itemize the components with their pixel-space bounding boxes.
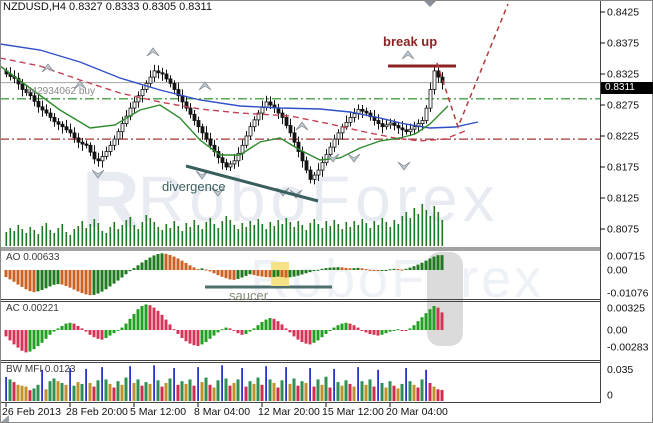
symbol-timeframe: NZDUSD,H4	[3, 1, 66, 13]
current-price-box: 0.8311	[601, 82, 653, 94]
candlesticks	[4, 64, 445, 185]
svg-text:0.00715: 0.00715	[607, 251, 645, 263]
bw-mfi-bars	[5, 365, 444, 401]
fractal-arrows	[41, 47, 415, 199]
divergence-annotation: divergence	[162, 179, 226, 194]
svg-text:-0.00283: -0.00283	[607, 342, 649, 354]
ohlc-readout: 0.8327 0.8333 0.8305 0.8311	[69, 1, 212, 13]
svg-text:15 Mar 12:00: 15 Mar 12:00	[322, 406, 384, 418]
time-axis: 26 Feb 2013 28 Feb 20:00 5 Mar 12:00 8 Mar …	[2, 403, 448, 418]
ao-value: 0.00633	[23, 252, 60, 263]
price-axis: 0.8425 0.8375 0.8325 0.8275 0.8225 0.8175 0.81…	[600, 7, 649, 402]
chart-title: NZDUSD,H4 0.8327 0.8333 0.8305 0.8311	[3, 1, 212, 13]
svg-text:28 Feb 20:00: 28 Feb 20:00	[66, 406, 128, 418]
bw-name: BW MFI	[6, 364, 43, 375]
ao-bars	[4, 253, 444, 296]
svg-text:12 Mar 20:00: 12 Mar 20:00	[258, 406, 320, 418]
svg-text:0.8275: 0.8275	[607, 100, 639, 112]
bw-value: 0.0123	[44, 364, 76, 375]
svg-text:20 Mar 04:00: 20 Mar 04:00	[386, 406, 448, 418]
ac-value: 0.00221	[22, 303, 59, 314]
svg-text:26 Feb 2013: 26 Feb 2013	[2, 406, 61, 418]
volume-bars	[5, 204, 444, 246]
svg-text:0.8375: 0.8375	[607, 38, 639, 50]
ac-bars	[4, 304, 444, 353]
svg-text:-0.01076: -0.01076	[607, 288, 649, 300]
svg-text:0.8425: 0.8425	[607, 7, 639, 19]
ac-indicator-label: AC 0.00221	[6, 303, 59, 314]
svg-text:0.8325: 0.8325	[607, 69, 639, 81]
annotation-shapes	[1, 1, 509, 422]
svg-text:0.8125: 0.8125	[607, 193, 639, 205]
svg-text:0.8175: 0.8175	[607, 162, 639, 174]
svg-text:0.00325: 0.00325	[607, 303, 645, 315]
bw-mfi-indicator-label: BW MFI 0.0123	[6, 364, 75, 375]
svg-text:0.035: 0.035	[607, 364, 633, 376]
svg-text:8 Mar 04:00: 8 Mar 04:00	[194, 406, 250, 418]
svg-text:0.00: 0.00	[607, 325, 628, 337]
level-lines	[0, 82, 600, 140]
ao-name: AO	[6, 252, 21, 263]
svg-text:5 Mar 12:00: 5 Mar 12:00	[130, 406, 186, 418]
ao-indicator-label: AO 0.00633	[6, 252, 59, 263]
svg-text:0.00: 0.00	[607, 265, 628, 277]
ac-name: AC	[6, 303, 20, 314]
svg-text:0.8075: 0.8075	[607, 224, 639, 236]
break-up-annotation: break up	[383, 34, 438, 49]
moving-averages	[0, 43, 479, 161]
svg-text:0.8225: 0.8225	[607, 131, 639, 143]
svg-text:0: 0	[607, 390, 613, 402]
saucer-annotation: saucer	[229, 288, 269, 303]
buy-order-line-label: #42934062 buy	[26, 86, 95, 97]
